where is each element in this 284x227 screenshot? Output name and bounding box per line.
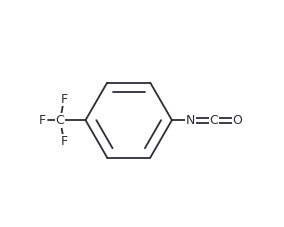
Text: O: O: [232, 114, 242, 127]
Text: N: N: [186, 114, 195, 127]
Text: C: C: [210, 114, 218, 127]
Text: C: C: [56, 114, 64, 127]
Text: F: F: [38, 114, 45, 127]
Text: F: F: [60, 135, 68, 148]
Text: F: F: [60, 93, 68, 106]
